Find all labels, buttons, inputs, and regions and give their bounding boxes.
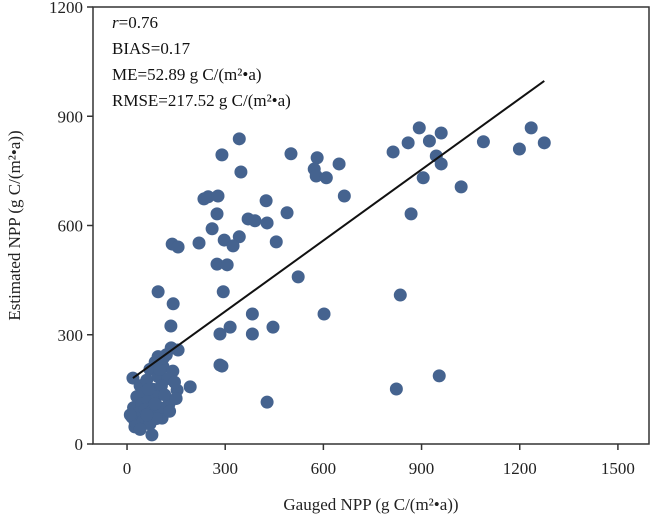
y-axis-title: Estimated NPP (g C/(m²•a)) [5,130,24,320]
regression-line [132,80,545,379]
data-point [386,145,400,159]
stats-annotations: r=0.76 BIAS=0.17 ME=52.89 g C/(m²•a) RMSE=2… [112,13,291,110]
data-point [248,214,262,228]
data-point [317,307,331,321]
data-point [205,222,219,236]
data-point [211,189,225,203]
data-point [232,132,246,146]
data-point [232,230,246,244]
data-point [245,307,259,321]
y-tick-label: 1200 [49,0,83,17]
data-point [393,288,407,302]
data-point [213,327,227,341]
data-point [167,375,181,389]
data-point [280,206,294,220]
data-point [141,382,155,396]
data-point [153,362,167,376]
y-tick-label: 0 [75,435,84,454]
data-point [163,404,177,418]
stat-value: BIAS=0.17 [112,39,191,58]
data-point [192,236,206,250]
x-tick-label: 600 [311,459,337,478]
data-point [389,382,403,396]
x-tick-label: 300 [212,459,238,478]
data-point [310,151,324,165]
data-point [234,165,248,179]
data-point [133,422,147,436]
data-point [223,320,237,334]
x-tick-label: 900 [409,459,435,478]
data-point [434,157,448,171]
data-point [269,235,283,249]
x-axis-ticks: 0 300 600 900 1200 1500 [123,444,635,478]
data-point [412,121,426,135]
data-point [216,285,230,299]
data-point [537,136,551,150]
data-point [432,369,446,383]
y-tick-label: 600 [58,217,84,236]
data-point [404,207,418,221]
data-point [259,194,273,208]
data-point [416,171,430,185]
data-point [309,169,323,183]
x-tick-label: 1500 [601,459,635,478]
y-axis-ticks: 0 300 600 900 1200 [49,0,93,454]
stat-annotation: RMSE=217.52 g C/(m²•a) [112,91,291,110]
data-point [524,121,538,135]
data-point [226,239,240,253]
data-point [319,171,333,185]
data-point [213,358,227,372]
data-point [210,257,224,271]
stat-annotation: r=0.76 [112,13,158,32]
data-point [512,142,526,156]
data-point [145,428,159,442]
data-point [148,397,162,411]
data-point [422,134,436,148]
stat-annotation: ME=52.89 g C/(m²•a) [112,65,262,84]
data-point [454,180,468,194]
data-point [332,157,346,171]
data-point [291,270,305,284]
data-point [166,297,180,311]
stat-value: ME=52.89 g C/(m²•a) [112,65,262,84]
data-point [260,216,274,230]
x-tick-label: 1200 [503,459,537,478]
data-point [201,190,215,204]
data-point [210,207,224,221]
data-point [401,136,415,150]
data-point [284,147,298,161]
data-point [164,319,178,333]
stat-value: =0.76 [119,13,158,32]
x-tick-label: 0 [123,459,132,478]
stat-value: RMSE=217.52 g C/(m²•a) [112,91,291,110]
stat-annotation: BIAS=0.17 [112,39,191,58]
data-point [158,388,172,402]
stat-symbol: r [112,13,119,32]
data-point [171,240,185,254]
data-point [140,408,154,422]
data-point [260,395,274,409]
data-point [220,258,234,272]
y-tick-label: 900 [58,107,84,126]
data-point [266,320,280,334]
data-point [149,412,163,426]
data-point [183,380,197,394]
data-points [123,121,551,442]
y-tick-label: 300 [58,326,84,345]
data-point [123,408,137,422]
data-point [215,148,229,162]
data-point [434,126,448,140]
data-point [151,285,165,299]
data-point [151,350,165,364]
data-point [245,327,259,341]
x-axis-title: Gauged NPP (g C/(m²•a)) [283,495,458,514]
data-point [476,135,490,149]
data-point [169,391,183,405]
data-point [337,189,351,203]
